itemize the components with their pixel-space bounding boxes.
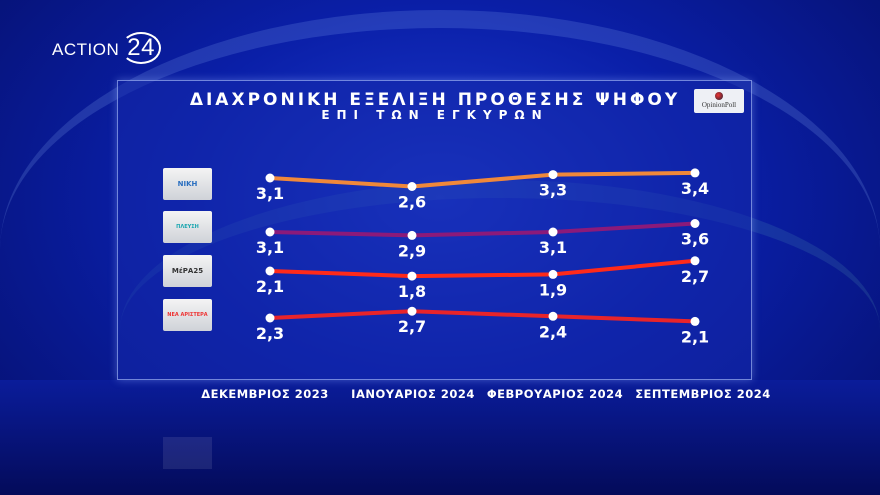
data-point (265, 266, 275, 276)
chart-subtitle: ΕΠΙ ΤΩΝ ΕΓΚΥΡΩΝ (321, 108, 549, 122)
data-point (690, 316, 700, 326)
data-label: 3,1 (256, 238, 284, 257)
data-point (690, 219, 700, 228)
data-label: 2,6 (398, 193, 426, 212)
data-label: 1,8 (398, 282, 426, 301)
data-point (548, 227, 558, 237)
data-point (690, 168, 700, 178)
opinionpoll-logo: OpinionPoll (694, 89, 744, 113)
data-point (548, 170, 558, 180)
x-tick-label: ΦΕΒΡΟΥΑΡΙΟΣ 2024 (486, 387, 624, 401)
party-logo-mera25: ΜέΡΑ25 (163, 255, 212, 287)
series-line (269, 309, 696, 324)
logo-reflection (163, 437, 212, 469)
data-point (407, 271, 417, 281)
party-logo-nea-aristera: ΝΕΑ ΑΡΙΣΤΕΡΑ (163, 299, 212, 331)
data-point (548, 269, 558, 279)
data-label: 1,9 (539, 280, 567, 299)
data-label: 3,6 (681, 230, 709, 249)
x-tick-label: ΣΕΠΤΕΜΒΡΙΟΣ 2024 (635, 387, 771, 401)
chart-panel (117, 80, 752, 380)
reflective-floor (0, 380, 880, 495)
channel-number: 24 (121, 32, 161, 64)
party-logo-niki: ΝΙΚΗ (163, 168, 212, 200)
x-tick-label: ΙΑΝΟΥΑΡΙΟΣ 2024 (351, 387, 475, 401)
series-line (269, 221, 696, 238)
opinionpoll-text: OpinionPoll (701, 101, 737, 109)
series-line (269, 170, 696, 189)
channel-logo: ACTION 24 (52, 32, 161, 64)
data-point (548, 311, 558, 321)
data-label: 3,1 (539, 238, 567, 257)
x-tick-label: ΔΕΚΕΜΒΡΙΟΣ 2023 (201, 387, 329, 401)
data-point (265, 227, 275, 237)
data-point (265, 173, 275, 183)
data-label: 2,9 (398, 241, 426, 260)
data-label: 3,1 (256, 184, 284, 203)
data-label: 2,7 (681, 267, 709, 286)
data-point (407, 182, 417, 191)
data-point (407, 306, 417, 316)
data-label: 2,7 (398, 317, 426, 336)
data-point (407, 230, 417, 240)
data-point (690, 256, 700, 266)
data-label: 2,1 (256, 277, 284, 296)
data-point (265, 313, 275, 323)
opinionpoll-icon (715, 92, 723, 100)
data-label: 2,3 (256, 324, 284, 343)
data-label: 2,1 (681, 327, 709, 346)
data-label: 3,3 (539, 181, 567, 200)
data-label: 2,4 (539, 322, 567, 341)
series-line (269, 258, 696, 279)
channel-name: ACTION (52, 40, 120, 59)
chart-title: ΔΙΑΧΡΟΝΙΚΗ ΕΞΕΛΙΞΗ ΠΡΟΘΕΣΗΣ ΨΗΦΟΥ (189, 90, 681, 110)
data-label: 3,4 (681, 179, 709, 198)
